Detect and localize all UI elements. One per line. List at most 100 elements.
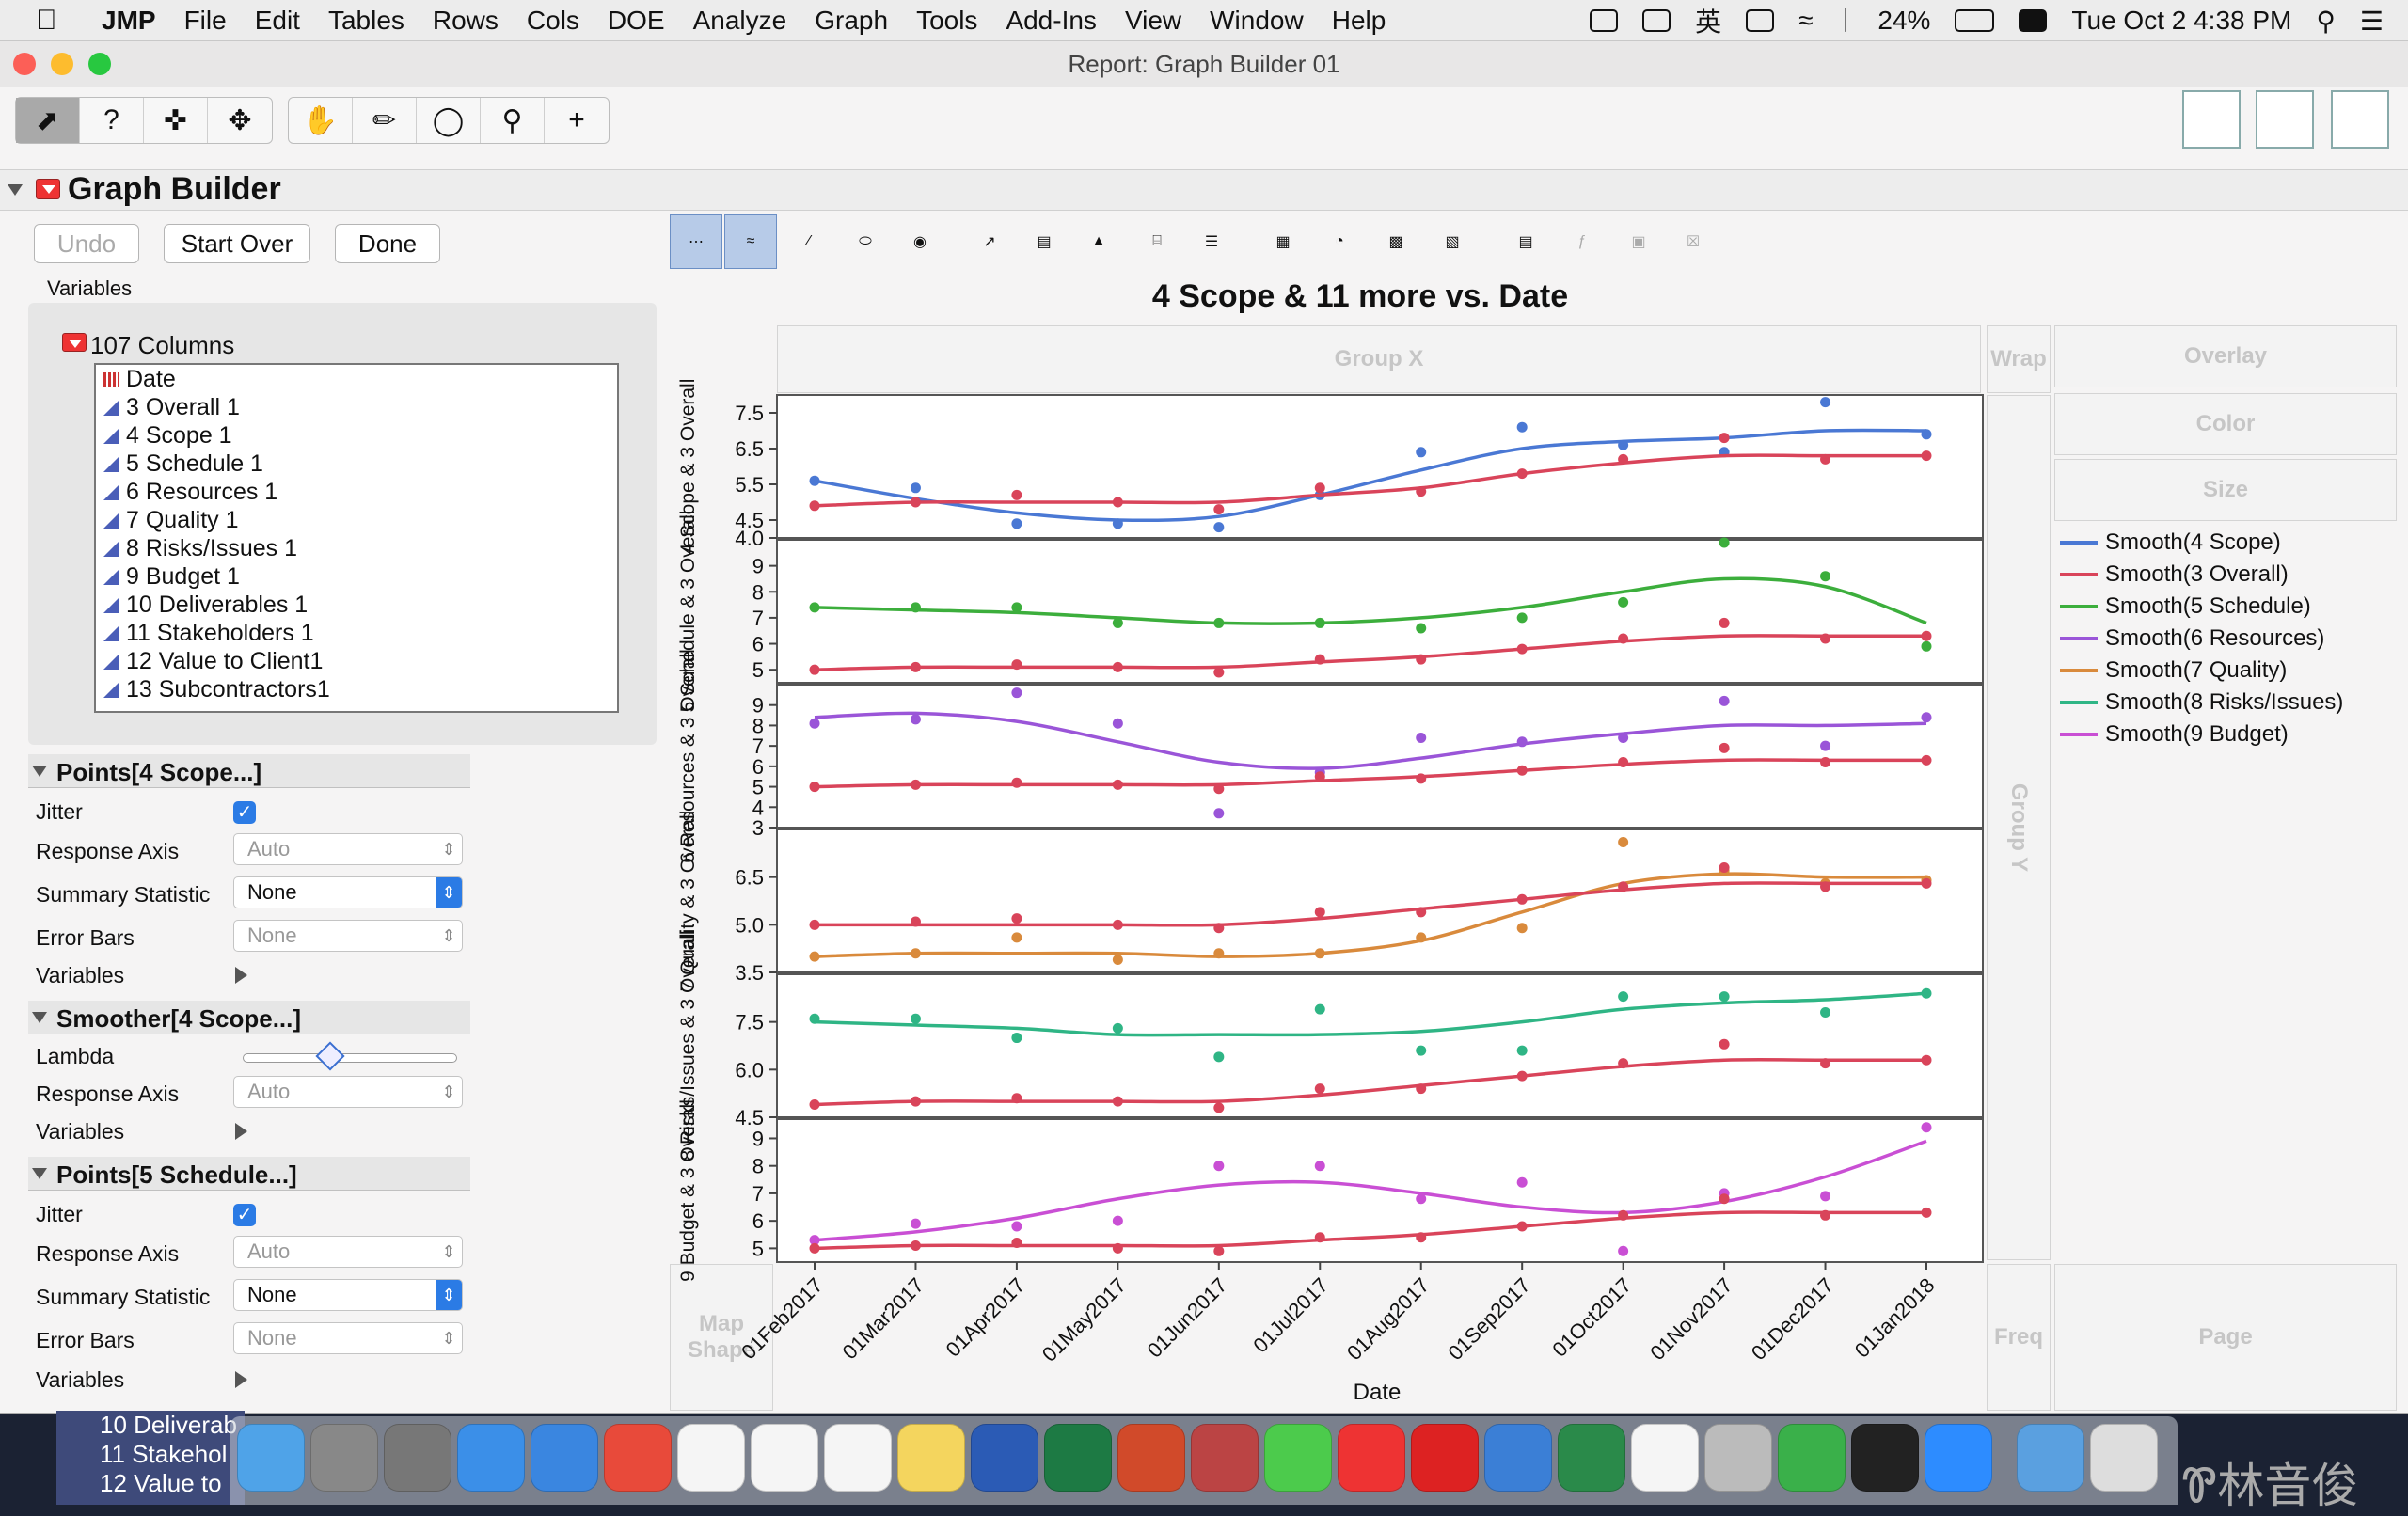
color-zone[interactable]: Color xyxy=(2054,393,2397,455)
histogram-icon[interactable]: ☰ xyxy=(1204,234,1219,250)
wrap-zone[interactable]: Wrap xyxy=(1987,325,2051,393)
menu-tools[interactable]: Tools xyxy=(916,5,978,35)
area-chart-icon[interactable]: ▲ xyxy=(1091,233,1106,249)
brush-tool-icon[interactable]: ✏ xyxy=(353,98,417,143)
menu-tables[interactable]: Tables xyxy=(327,5,404,35)
smoother-section[interactable]: Smoother[4 Scope...] xyxy=(28,1001,470,1034)
expand-variables-icon[interactable] xyxy=(235,1123,247,1140)
layout-split-icon[interactable] xyxy=(2331,90,2389,149)
column-item[interactable]: 10 Deliverables 1 xyxy=(96,591,617,619)
points-schedule-section[interactable]: Points[5 Schedule...] xyxy=(28,1157,470,1191)
dock-app-icon[interactable] xyxy=(1778,1424,1846,1492)
menu-help[interactable]: Help xyxy=(1331,5,1386,35)
column-item[interactable]: 11 Stakeholders 1 xyxy=(96,619,617,647)
battery-icon[interactable] xyxy=(1955,9,1995,32)
dock-app-icon[interactable] xyxy=(677,1424,745,1492)
dock-app-icon[interactable] xyxy=(751,1424,818,1492)
menu-rows[interactable]: Rows xyxy=(432,5,499,35)
overlay-zone[interactable]: Overlay xyxy=(2054,325,2397,387)
disclosure-triangle-icon[interactable] xyxy=(32,1168,47,1179)
menu-analyze[interactable]: Analyze xyxy=(692,5,787,35)
spotlight-search-icon[interactable]: ⚲ xyxy=(2316,6,2336,36)
disclosure-triangle-icon[interactable] xyxy=(8,184,23,196)
map-shape-zone[interactable]: Map Shape xyxy=(670,1264,773,1411)
dock-app-icon[interactable] xyxy=(1191,1424,1259,1492)
column-item[interactable]: 9 Budget 1 xyxy=(96,562,617,591)
dock-app-icon[interactable] xyxy=(237,1424,305,1492)
dock-app-icon[interactable] xyxy=(1484,1424,1552,1492)
dock-app-icon[interactable] xyxy=(824,1424,892,1492)
dock-app-icon[interactable] xyxy=(1704,1424,1772,1492)
dock-app-icon[interactable] xyxy=(457,1424,525,1492)
dock-app-icon[interactable] xyxy=(897,1424,965,1492)
disclosure-triangle-icon[interactable] xyxy=(32,1012,47,1023)
parallel-plot-icon[interactable]: ☒ xyxy=(1686,234,1701,250)
screen-share-icon[interactable] xyxy=(1746,9,1775,32)
response-axis-select[interactable]: Auto ⇕ xyxy=(233,1236,463,1268)
move-tool-icon[interactable]: ✥ xyxy=(228,104,252,136)
dock-app-icon[interactable] xyxy=(531,1424,598,1492)
dock-app-icon[interactable] xyxy=(1264,1424,1332,1492)
dock-app-icon[interactable] xyxy=(1851,1424,1919,1492)
points-scope-section[interactable]: Points[4 Scope...] xyxy=(28,754,470,788)
ellipse-icon[interactable]: ⬭ xyxy=(859,233,872,249)
menu-file[interactable]: File xyxy=(183,5,227,35)
heatmap-icon[interactable]: ▦ xyxy=(1275,234,1291,250)
input-method-icon[interactable]: 英 xyxy=(1695,8,1722,37)
mosaic-icon[interactable]: ▧ xyxy=(1445,234,1460,250)
columns-list[interactable]: Date 3 Overall 1 4 Scope 1 5 Schedule 1 … xyxy=(94,363,619,713)
close-window-button[interactable] xyxy=(13,53,36,75)
menu-app-jmp[interactable]: JMP xyxy=(102,5,156,35)
dock-app-icon[interactable] xyxy=(1338,1424,1405,1492)
dock-app-icon[interactable] xyxy=(2017,1424,2084,1492)
undo-button[interactable]: Undo xyxy=(34,224,139,263)
dock-app-icon[interactable] xyxy=(1044,1424,1112,1492)
help-tool-icon[interactable]: ? xyxy=(80,98,144,143)
dock-app-icon[interactable] xyxy=(1411,1424,1479,1492)
bluetooth-icon[interactable]: ᛁ xyxy=(1837,6,1854,35)
wifi-icon[interactable]: ≈ xyxy=(1798,6,1814,35)
line-of-fit-icon[interactable]: ∕ xyxy=(807,233,811,249)
box-plot-icon[interactable]: ⌸ xyxy=(1152,233,1162,249)
column-item[interactable]: Date xyxy=(96,365,617,393)
menu-view[interactable]: View xyxy=(1124,5,1182,35)
dock-app-icon[interactable] xyxy=(1558,1424,1625,1492)
dock-app-icon[interactable] xyxy=(1925,1424,1992,1492)
response-axis-select[interactable]: Auto ⇕ xyxy=(233,833,463,865)
bar-chart-icon[interactable]: ▤ xyxy=(1037,234,1052,250)
group-x-zone[interactable]: Group X xyxy=(777,325,1981,393)
summary-statistic-select[interactable]: None ⇕ xyxy=(233,1279,463,1311)
column-item[interactable]: 8 Risks/Issues 1 xyxy=(96,534,617,562)
jmp-home-icon[interactable] xyxy=(2182,90,2241,149)
menu-window[interactable]: Window xyxy=(1210,5,1304,35)
expand-variables-icon[interactable] xyxy=(235,967,247,984)
minimize-window-button[interactable] xyxy=(51,53,73,75)
error-bars-select[interactable]: None ⇕ xyxy=(233,920,463,952)
column-item[interactable]: 4 Scope 1 xyxy=(96,421,617,450)
menu-edit[interactable]: Edit xyxy=(254,5,300,35)
done-button[interactable]: Done xyxy=(335,224,440,263)
disclosure-triangle-icon[interactable] xyxy=(32,766,47,777)
column-item[interactable]: 5 Schedule 1 xyxy=(96,450,617,478)
menu-doe[interactable]: DOE xyxy=(607,5,665,35)
contour-icon[interactable]: ◉ xyxy=(913,234,927,250)
map-shapes-icon[interactable]: ▣ xyxy=(1631,234,1646,250)
dock-app-icon[interactable] xyxy=(2090,1424,2158,1492)
menu-graph[interactable]: Graph xyxy=(815,5,889,35)
column-item[interactable]: 13 Subcontractors1 xyxy=(96,675,617,703)
dock-app-icon[interactable] xyxy=(1631,1424,1699,1492)
zoom-tray-icon[interactable] xyxy=(1590,9,1619,32)
smoother-element-icon[interactable]: ≈ xyxy=(724,214,777,269)
grabber-hand-icon[interactable]: ✋ xyxy=(289,98,353,143)
summary-statistic-select[interactable]: None ⇕ xyxy=(233,876,463,908)
red-triangle-menu-icon[interactable] xyxy=(36,179,60,199)
zoom-window-button[interactable] xyxy=(88,53,111,75)
page-zone[interactable]: Page xyxy=(2054,1264,2397,1411)
app-s-icon[interactable] xyxy=(2019,9,2048,32)
menu-cols[interactable]: Cols xyxy=(526,5,579,35)
freq-zone[interactable]: Freq xyxy=(1987,1264,2051,1411)
dock-app-icon[interactable] xyxy=(310,1424,378,1492)
pie-chart-icon[interactable]: ◔ xyxy=(1335,233,1344,249)
magnifier-tool-icon[interactable]: ⚲ xyxy=(481,98,545,143)
start-over-button[interactable]: Start Over xyxy=(164,224,310,263)
